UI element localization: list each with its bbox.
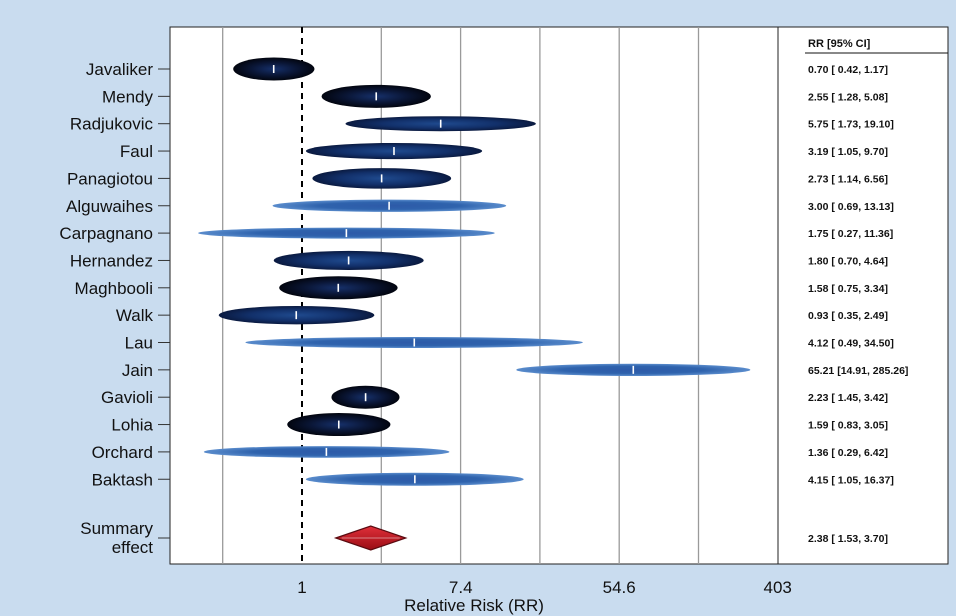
x-axis-label: Relative Risk (RR) xyxy=(404,596,544,615)
study-ci-text: 4.12 [ 0.49, 34.50] xyxy=(808,338,894,350)
study-name: Jain xyxy=(122,361,153,380)
table-header: RR [95% CI] xyxy=(808,38,871,50)
x-tick-labels: 1 7.4 54.6 403 xyxy=(297,578,792,597)
study-name: Carpagnano xyxy=(59,224,153,243)
study-name: Orchard xyxy=(92,443,153,462)
study-ci-text: 1.80 [ 0.70, 4.64] xyxy=(808,255,888,267)
study-ci-text: 0.93 [ 0.35, 2.49] xyxy=(808,310,888,322)
study-ci-text: 2.73 [ 1.14, 6.56] xyxy=(808,173,888,185)
study-marks xyxy=(198,57,751,551)
study-ci-text: 5.75 [ 1.73, 19.10] xyxy=(808,119,894,131)
study-name: Walk xyxy=(116,306,154,325)
x-tick-label: 7.4 xyxy=(449,578,473,597)
study-ci-text: 3.19 [ 1.05, 9.70] xyxy=(808,146,888,158)
study-ci-text: 2.55 [ 1.28, 5.08] xyxy=(808,91,888,103)
study-name: Lohia xyxy=(111,416,153,435)
study-name: Maghbooli xyxy=(75,279,153,298)
study-labels: Javaliker Mendy Radjukovic Faul Panagiotou Al… xyxy=(59,60,170,557)
study-name: Gavioli xyxy=(101,388,153,407)
study-name: Panagiotou xyxy=(67,169,153,188)
study-name: Radjukovic xyxy=(70,115,154,134)
summary-label: Summary xyxy=(80,519,153,538)
study-name: Alguwaihes xyxy=(66,197,153,216)
ci-table: RR [95% CI] 0.70 [ 0.42, 1.17] 2.55 [ 1.28… xyxy=(805,38,948,545)
summary-label: effect xyxy=(112,538,154,557)
study-ci-text: 65.21 [14.91, 285.26] xyxy=(808,365,908,377)
study-ci-text: 2.23 [ 1.45, 3.42] xyxy=(808,392,888,404)
study-ci-text: 1.59 [ 0.83, 3.05] xyxy=(808,420,888,432)
table-panel xyxy=(777,26,949,565)
study-name: Mendy xyxy=(102,87,154,106)
study-name: Lau xyxy=(125,334,153,353)
study-ci-text: 3.00 [ 0.69, 13.13] xyxy=(808,201,894,213)
study-name: Hernandez xyxy=(70,251,153,270)
x-tick-label: 1 xyxy=(297,578,306,597)
study-ci-text: 0.70 [ 0.42, 1.17] xyxy=(808,64,888,76)
study-name: Baktash xyxy=(92,470,153,489)
study-ci-text: 4.15 [ 1.05, 16.37] xyxy=(808,474,894,486)
x-tick-label: 54.6 xyxy=(603,578,636,597)
study-name: Faul xyxy=(120,142,153,161)
study-name: Javaliker xyxy=(86,60,153,79)
x-tick-label: 403 xyxy=(764,578,792,597)
study-ci-text: 1.36 [ 0.29, 6.42] xyxy=(808,447,888,459)
summary-ci-text: 2.38 [ 1.53, 3.70] xyxy=(808,533,888,545)
study-ci-text: 1.58 [ 0.75, 3.34] xyxy=(808,283,888,295)
study-ci-text: 1.75 [ 0.27, 11.36] xyxy=(808,228,893,240)
